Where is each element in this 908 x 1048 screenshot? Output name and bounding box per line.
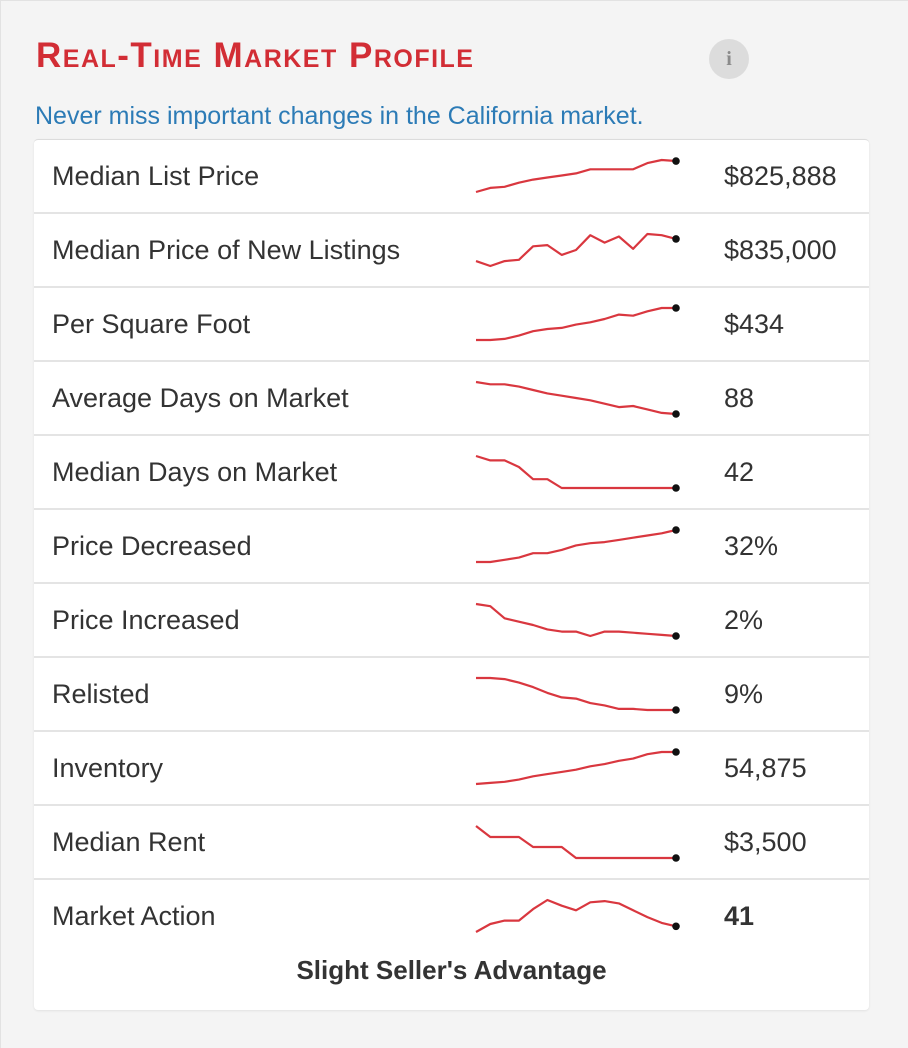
page-subtitle: Never miss important changes in the Cali… xyxy=(35,102,644,130)
row-label: Per Square Foot xyxy=(52,309,251,339)
row-value: 32% xyxy=(724,531,779,561)
row-value: $3,500 xyxy=(724,827,807,857)
table-row-median-price-of-new-listings: Median Price of New Listings $835,000 xyxy=(34,214,869,288)
sparkline-endpoint xyxy=(672,922,680,931)
sparkline-series xyxy=(475,825,676,860)
sparkline-chart xyxy=(476,526,680,564)
table-row-median-list-price: Median List Price $825,888 xyxy=(34,140,869,214)
sparkline-chart xyxy=(475,157,680,194)
row-label: Median Rent xyxy=(52,827,206,857)
sparkline-endpoint xyxy=(672,748,680,756)
sparkline-series xyxy=(475,158,677,194)
sparkline-endpoint xyxy=(672,854,680,862)
sparkline-series xyxy=(475,232,677,268)
market-action-status: Slight Seller's Advantage xyxy=(296,955,607,985)
sparkline-chart xyxy=(476,304,680,342)
sparkline-series xyxy=(475,602,677,638)
row-label: Median Days on Market xyxy=(52,457,338,487)
sparkline-endpoint xyxy=(672,157,680,165)
sparkline-series xyxy=(475,750,676,786)
table-row-median-days-on-market: Median Days on Market 42 xyxy=(34,436,869,510)
sparkline-chart xyxy=(476,676,680,714)
sparkline-series xyxy=(476,676,676,712)
row-value: $434 xyxy=(724,309,785,339)
table-row-average-days-on-market: Average Days on Market 88 xyxy=(34,362,869,436)
sparkline-chart xyxy=(475,898,680,933)
row-value: 88 xyxy=(724,383,755,413)
sparkline-series xyxy=(475,454,676,490)
row-value: 42 xyxy=(724,457,755,487)
sparkline-series xyxy=(476,528,677,564)
table-row-market-action: Market Action 41 xyxy=(34,880,869,954)
sparkline-series xyxy=(475,898,677,933)
row-value: 2% xyxy=(724,605,764,635)
row-value: $825,888 xyxy=(724,161,837,191)
info-icon-glyph: i xyxy=(726,47,732,70)
table-row-per-square-foot: Per Square Foot $434 xyxy=(34,288,869,362)
sparkline-endpoint xyxy=(672,632,680,640)
table-row-price-increased: Price Increased 2% xyxy=(34,584,869,658)
sparkline-endpoint xyxy=(672,304,680,312)
row-label: Median Price of New Listings xyxy=(52,235,401,265)
row-label: Inventory xyxy=(52,753,164,783)
sparkline-chart xyxy=(475,454,680,492)
row-label: Market Action xyxy=(52,901,216,931)
sparkline-endpoint xyxy=(672,235,680,243)
info-icon[interactable]: i xyxy=(709,39,749,79)
row-label: Price Increased xyxy=(52,605,240,635)
row-label: Average Days on Market xyxy=(52,383,349,413)
row-label: Price Decreased xyxy=(52,531,252,561)
table-row-median-rent: Median Rent $3,500 xyxy=(34,806,869,880)
row-value: 41 xyxy=(724,901,755,931)
sparkline-chart xyxy=(475,232,680,268)
sparkline-endpoint xyxy=(672,706,680,714)
sparkline-chart xyxy=(475,748,680,786)
sparkline-endpoint xyxy=(672,484,680,492)
row-label: Median List Price xyxy=(52,161,260,191)
sparkline-chart xyxy=(475,380,680,418)
row-value: 9% xyxy=(724,679,764,709)
row-label: Relisted xyxy=(52,679,150,709)
sparkline-chart xyxy=(475,825,680,862)
sparkline-series xyxy=(475,380,677,416)
page-title: Real-Time Market Profile xyxy=(36,36,475,75)
table-row-price-decreased: Price Decreased 32% xyxy=(34,510,869,584)
table-row-inventory: Inventory 54,875 xyxy=(34,732,869,806)
sparkline-endpoint xyxy=(672,410,680,418)
row-value: 54,875 xyxy=(724,753,807,783)
market-profile-table: Median List Price $825,888 Median Price of… xyxy=(34,139,869,1010)
row-value: $835,000 xyxy=(724,235,837,265)
table-row-relisted: Relisted 9% xyxy=(34,658,869,732)
sparkline-endpoint xyxy=(672,526,680,534)
sparkline-chart xyxy=(475,602,680,640)
sparkline-series xyxy=(476,306,676,342)
